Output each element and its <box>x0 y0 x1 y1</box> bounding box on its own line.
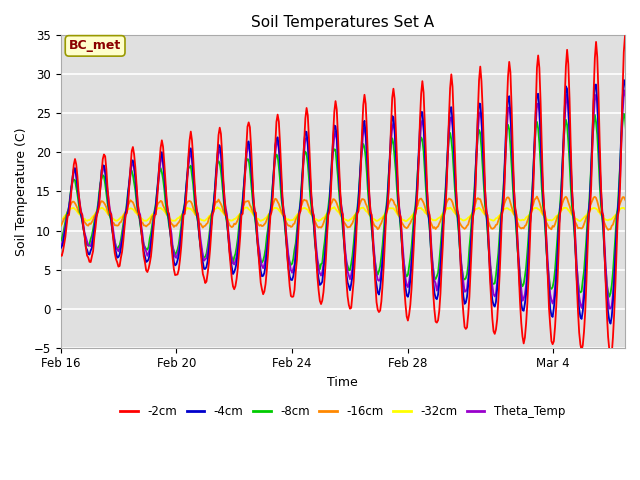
Text: BC_met: BC_met <box>69 39 121 52</box>
X-axis label: Time: Time <box>328 376 358 389</box>
Y-axis label: Soil Temperature (C): Soil Temperature (C) <box>15 127 28 256</box>
Title: Soil Temperatures Set A: Soil Temperatures Set A <box>252 15 435 30</box>
Legend: -2cm, -4cm, -8cm, -16cm, -32cm, Theta_Temp: -2cm, -4cm, -8cm, -16cm, -32cm, Theta_Te… <box>116 400 570 423</box>
